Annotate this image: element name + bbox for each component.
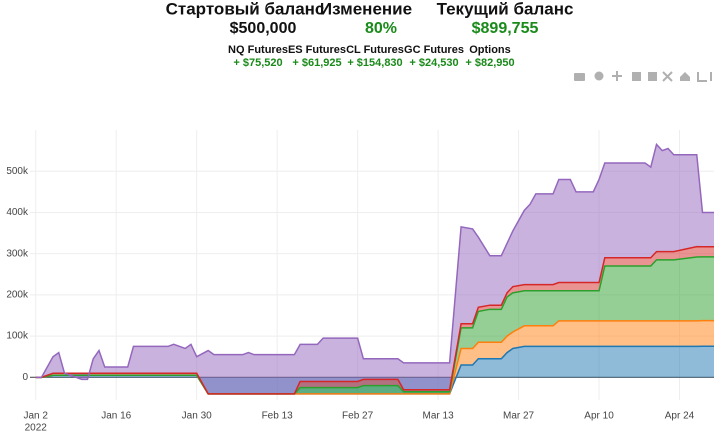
camera-icon[interactable] bbox=[574, 73, 585, 81]
start-label: Стартовый баланс bbox=[166, 0, 325, 18]
x-tick-label: Mar 13 bbox=[423, 411, 455, 422]
current-label: Текущий баланс bbox=[437, 0, 574, 18]
spike-icon[interactable] bbox=[697, 72, 707, 82]
breakdown-amount: + $82,950 bbox=[465, 57, 514, 69]
area-fill bbox=[35, 246, 714, 394]
area-fill bbox=[35, 144, 714, 394]
y-tick-label: 300k bbox=[6, 248, 29, 259]
y-tick-label: 500k bbox=[6, 166, 29, 177]
area-fill bbox=[35, 320, 714, 394]
zoom-out-icon[interactable] bbox=[648, 72, 657, 81]
x-tick-label: Feb 27 bbox=[342, 411, 374, 422]
x-tick-label: Apr 10 bbox=[584, 411, 614, 422]
area-line bbox=[35, 142, 714, 381]
breakdown-amount: + $24,530 bbox=[409, 57, 458, 69]
y-tick-label: 0 bbox=[22, 372, 28, 383]
y-tick-label: 400k bbox=[6, 207, 29, 218]
breakdown-name: ES Futures bbox=[288, 44, 346, 56]
y-tick-label: 100k bbox=[6, 331, 29, 342]
x-tick-label: Apr 24 bbox=[665, 411, 695, 422]
plot-area: Jan 2 Jan 16 Jan 30 Feb 13 Feb 27 Mar 13 Mar 2… bbox=[6, 130, 714, 434]
x-tick-label: Mar 27 bbox=[503, 411, 535, 422]
area-line bbox=[35, 245, 714, 395]
breakdown-amount: + $61,925 bbox=[292, 57, 341, 69]
autoscale-icon[interactable] bbox=[662, 71, 673, 82]
modebar bbox=[574, 71, 712, 82]
breakdown-amount: + $154,830 bbox=[347, 57, 402, 69]
breakdown-name: CL Futures bbox=[346, 44, 404, 56]
zoom-icon[interactable] bbox=[594, 71, 604, 81]
x-tick-label: Jan 2 bbox=[24, 411, 49, 422]
x-tick-label: Feb 13 bbox=[262, 411, 294, 422]
reset-icon[interactable] bbox=[680, 72, 690, 81]
x-tick-label: Jan 30 bbox=[182, 411, 212, 422]
zoom-in-icon[interactable] bbox=[632, 72, 641, 81]
area-line bbox=[35, 256, 714, 395]
breakdown-name: Options bbox=[469, 44, 511, 56]
change-label: Изменение bbox=[320, 0, 412, 18]
current-value: $899,755 bbox=[472, 20, 539, 37]
change-value: 80% bbox=[365, 20, 397, 37]
breakdown-name: GC Futures bbox=[404, 44, 464, 56]
x-tick-label: Jan 16 bbox=[101, 411, 131, 422]
breakdown-amount: + $75,520 bbox=[233, 57, 282, 69]
breakdown: NQ Futures+ $75,520 ES Futures+ $61,925 CL… bbox=[228, 44, 515, 69]
start-value: $500,000 bbox=[230, 20, 297, 37]
breakdown-name: NQ Futures bbox=[228, 44, 288, 56]
pan-icon[interactable] bbox=[612, 71, 622, 81]
x-year-label: 2022 bbox=[25, 423, 48, 434]
y-tick-label: 200k bbox=[6, 290, 29, 301]
